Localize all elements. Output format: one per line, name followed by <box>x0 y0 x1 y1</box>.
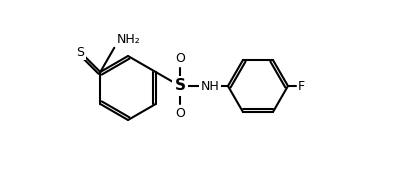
Text: S: S <box>175 78 186 93</box>
Text: F: F <box>298 80 305 93</box>
Text: O: O <box>175 52 185 65</box>
Text: S: S <box>77 46 85 59</box>
Text: O: O <box>175 107 185 120</box>
Text: NH: NH <box>201 80 219 93</box>
Text: NH₂: NH₂ <box>116 33 140 46</box>
